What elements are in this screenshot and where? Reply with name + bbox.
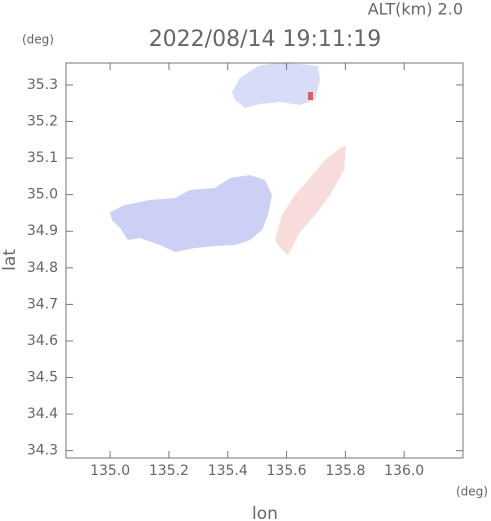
y-unit: (deg) — [22, 33, 54, 47]
y-tick-label: 34.7 — [27, 296, 58, 312]
x-tick-label: 136.0 — [384, 463, 424, 479]
y-tick-label: 34.3 — [27, 443, 58, 459]
y-axis-title: lat — [0, 249, 20, 271]
y-tick-label: 35.3 — [27, 77, 58, 93]
echo-areas — [110, 63, 346, 255]
x-tick-label: 135.4 — [208, 463, 248, 479]
y-tick-label: 35.2 — [27, 114, 58, 130]
x-tick-label: 135.2 — [149, 463, 189, 479]
x-tick-label: 135.8 — [325, 463, 365, 479]
y-tick-label: 34.8 — [27, 260, 58, 276]
plot-frame — [65, 62, 464, 459]
y-tick-label: 34.4 — [27, 406, 58, 422]
y-tick-label: 34.9 — [27, 223, 58, 239]
altitude-label: ALT(km) 2.0 — [368, 0, 463, 19]
echo-area — [275, 146, 346, 255]
y-tick-label: 34.6 — [27, 333, 58, 349]
x-tick-label: 135.0 — [90, 463, 130, 479]
chart-title: 2022/08/14 19:11:19 — [149, 27, 382, 52]
echo-area — [110, 175, 272, 252]
y-tick-label: 35.1 — [27, 150, 58, 166]
x-axis-title: lon — [252, 504, 278, 521]
y-tick-label: 35.0 — [27, 187, 58, 203]
x-tick-label: 135.6 — [267, 463, 307, 479]
x-unit: (deg) — [456, 485, 488, 499]
y-tick-label: 34.5 — [27, 370, 58, 386]
echo-area — [232, 63, 320, 108]
echo-cell — [308, 92, 313, 100]
